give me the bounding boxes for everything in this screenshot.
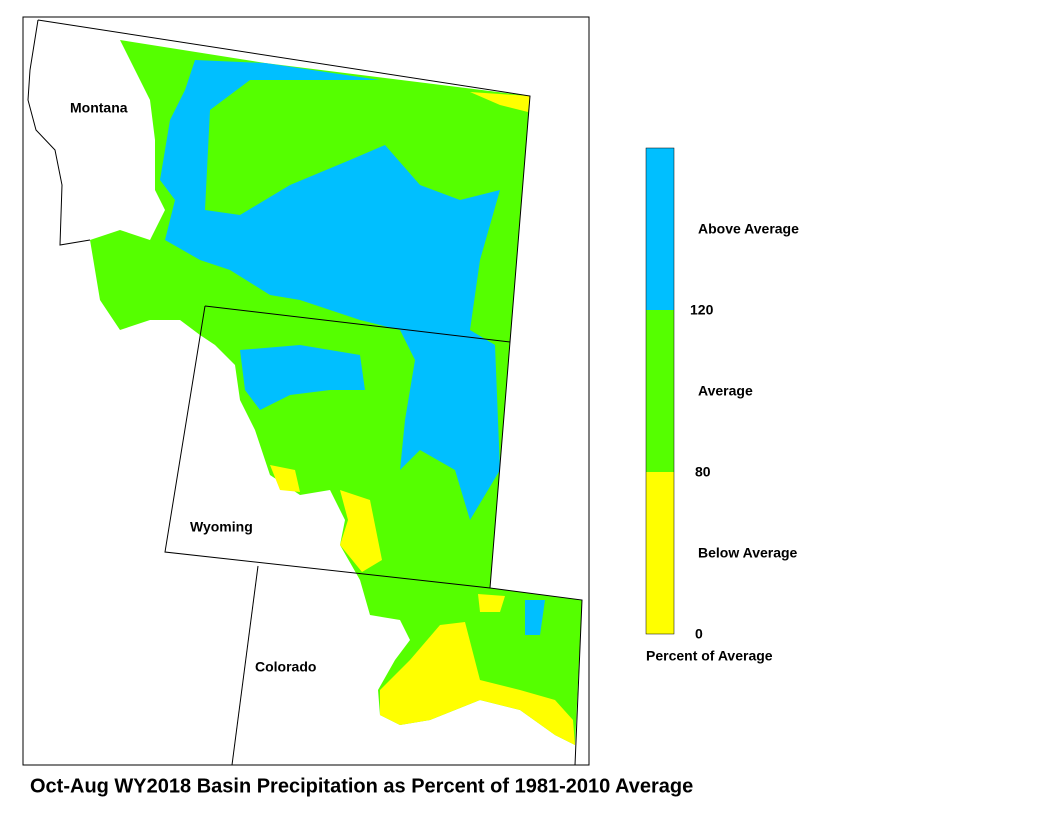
above-average-region xyxy=(160,60,500,520)
state-boundary xyxy=(37,19,583,766)
state-label: Wyoming xyxy=(190,519,253,535)
below-average-region xyxy=(478,594,505,612)
state-label: Colorado xyxy=(255,659,316,675)
state-boundary xyxy=(164,305,491,589)
state-label: Montana xyxy=(70,100,128,116)
map: Montana Wyoming Colorado xyxy=(22,16,590,766)
state-boundary xyxy=(27,19,91,246)
legend-break: 0 xyxy=(695,626,703,642)
legend-swatch xyxy=(646,472,674,634)
legend: Above Average Average Below Average 120 80 0 P… xyxy=(645,147,799,664)
legend-label: Above Average xyxy=(698,221,799,237)
above-average-region xyxy=(240,345,365,410)
state-boundary xyxy=(204,305,511,343)
legend-label: Average xyxy=(698,383,753,399)
legend-outline xyxy=(645,147,675,635)
below-average-region xyxy=(470,92,530,112)
legend-label: Below Average xyxy=(698,545,798,561)
below-average-region xyxy=(270,465,300,492)
legend-swatch xyxy=(646,310,674,472)
below-average-region xyxy=(340,490,382,572)
legend-caption: Percent of Average xyxy=(646,648,773,664)
above-average-region xyxy=(525,600,545,635)
legend-swatch xyxy=(646,148,674,310)
legend-break: 120 xyxy=(690,302,714,318)
below-average-region xyxy=(380,622,575,745)
legend-break: 80 xyxy=(695,464,711,480)
map-title: Oct-Aug WY2018 Basin Precipitation as Pe… xyxy=(30,775,693,797)
state-boundary xyxy=(231,565,259,766)
